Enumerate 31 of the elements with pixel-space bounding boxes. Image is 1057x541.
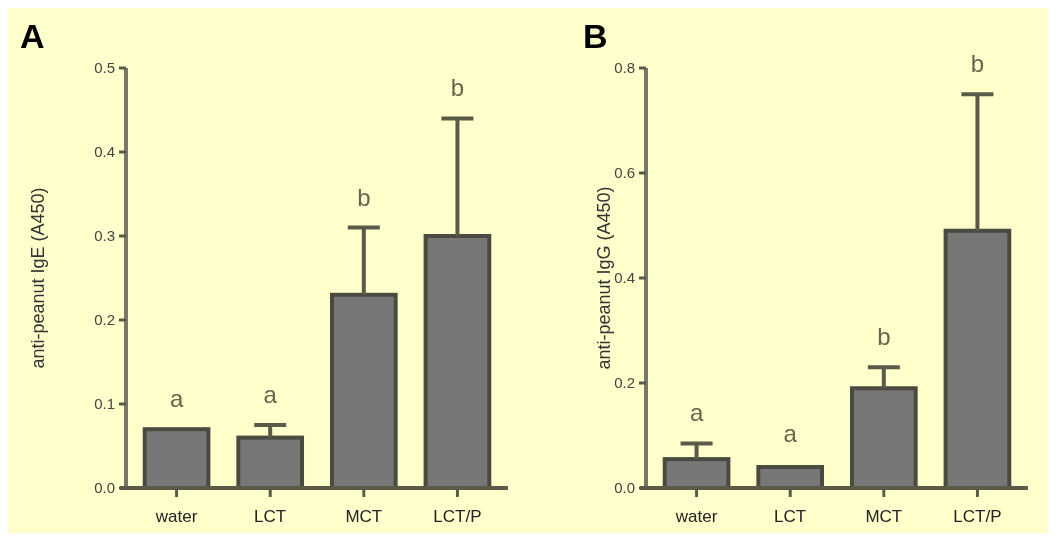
y-axis-title: anti-peanut IgG (A450)	[594, 186, 614, 370]
chart-title: B	[583, 17, 608, 55]
y-tick-label: 0.3	[94, 227, 115, 245]
x-tick-label: LCT/P	[953, 507, 1002, 526]
annotation: a	[689, 399, 704, 427]
y-tick-label: 0.8	[614, 59, 635, 77]
y-tick-label: 0.4	[614, 269, 635, 287]
y-tick-label: 0.0	[94, 479, 115, 497]
y-axis-title: anti-peanut IgE (A450)	[28, 187, 48, 369]
annotation: b	[877, 323, 891, 351]
annotation: a	[169, 385, 184, 413]
y-tick-label: 0.1	[94, 395, 115, 413]
annotation: a	[783, 420, 798, 448]
x-tick-label: MCT	[345, 507, 383, 526]
x-tick-label: water	[154, 507, 198, 526]
x-tick-label: LCT	[774, 507, 807, 526]
y-tick-label: 0.6	[614, 164, 635, 182]
y-tick-label: 0.2	[614, 374, 635, 392]
x-tick-label: LCT/P	[433, 507, 482, 526]
x-tick-label: water	[674, 507, 718, 526]
y-tick-label: 0.4	[94, 143, 115, 161]
x-tick-label: LCT	[254, 507, 287, 526]
chart-title: A	[20, 17, 45, 55]
x-tick-label: MCT	[865, 507, 903, 526]
y-tick-label: 0.0	[614, 479, 635, 497]
annotation: b	[970, 50, 985, 78]
annotation: b	[357, 183, 371, 211]
annotation: a	[263, 381, 278, 408]
annotation: b	[450, 74, 465, 102]
y-tick-label: 0.2	[94, 311, 115, 329]
y-tick-label: 0.5	[94, 59, 115, 77]
